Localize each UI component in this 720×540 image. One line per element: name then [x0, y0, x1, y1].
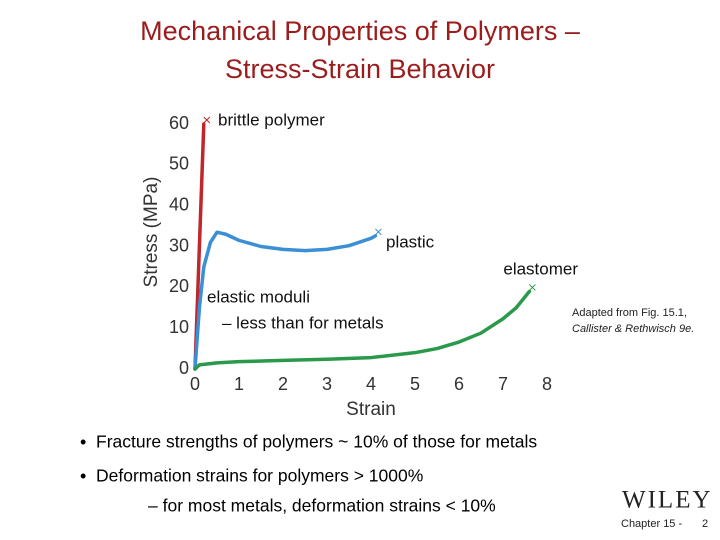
bullet-dot: • — [80, 432, 86, 452]
fracture-mark — [375, 228, 382, 236]
bullet-dot: • — [80, 466, 86, 486]
y-tick-label: 10 — [169, 317, 189, 337]
y-axis-title: Stress (MPa) — [141, 177, 162, 288]
x-tick-label: 1 — [234, 374, 244, 394]
x-tick-label: 0 — [190, 374, 200, 394]
footer: Chapter 15 - — [621, 518, 682, 530]
x-tick-label: 8 — [542, 374, 552, 394]
title-line: Stress-Strain Behavior — [225, 54, 495, 84]
x-tick-label: 2 — [278, 374, 288, 394]
series-line — [193, 289, 532, 371]
x-axis-title: Strain — [346, 399, 396, 420]
footer-page: 2 — [702, 518, 708, 530]
series-label: plastic — [386, 232, 435, 251]
bullet: Deformation strains for polymers > 1000% — [96, 466, 423, 486]
annotation: elastic moduli — [207, 287, 310, 306]
bullet: Fracture strengths of polymers ~ 10% of … — [96, 432, 537, 452]
y-tick-label: 40 — [169, 194, 189, 214]
x-tick-label: 5 — [410, 374, 420, 394]
y-tick-label: 0 — [179, 358, 189, 378]
fracture-mark — [203, 116, 211, 124]
title-line: Mechanical Properties of Polymers – — [140, 16, 580, 46]
y-tick-label: 20 — [169, 276, 189, 296]
y-tick-label: 60 — [169, 113, 189, 133]
annotation: – less than for metals — [222, 313, 384, 332]
series-line — [193, 230, 378, 371]
citation: Callister & Rethwisch 9e. — [572, 323, 694, 335]
fracture-mark — [529, 284, 536, 291]
logo: WILEY — [622, 487, 713, 514]
x-tick-label: 3 — [322, 374, 332, 394]
series-label: brittle polymer — [218, 110, 325, 129]
series-label: elastomer — [503, 259, 578, 278]
y-tick-label: 30 — [169, 235, 189, 255]
x-tick-label: 7 — [498, 374, 508, 394]
x-tick-label: 4 — [366, 374, 376, 394]
x-tick-label: 6 — [454, 374, 464, 394]
citation: Adapted from Fig. 15.1, — [572, 307, 687, 319]
chart: 0 10 20 30 40 50 60 0 1 2 3 4 5 6 7 8 Strain Stress (MPa)… — [141, 110, 578, 420]
y-tick-label: 50 — [169, 154, 189, 174]
sub-bullet: – for most metals, deformation strains <… — [148, 496, 496, 516]
